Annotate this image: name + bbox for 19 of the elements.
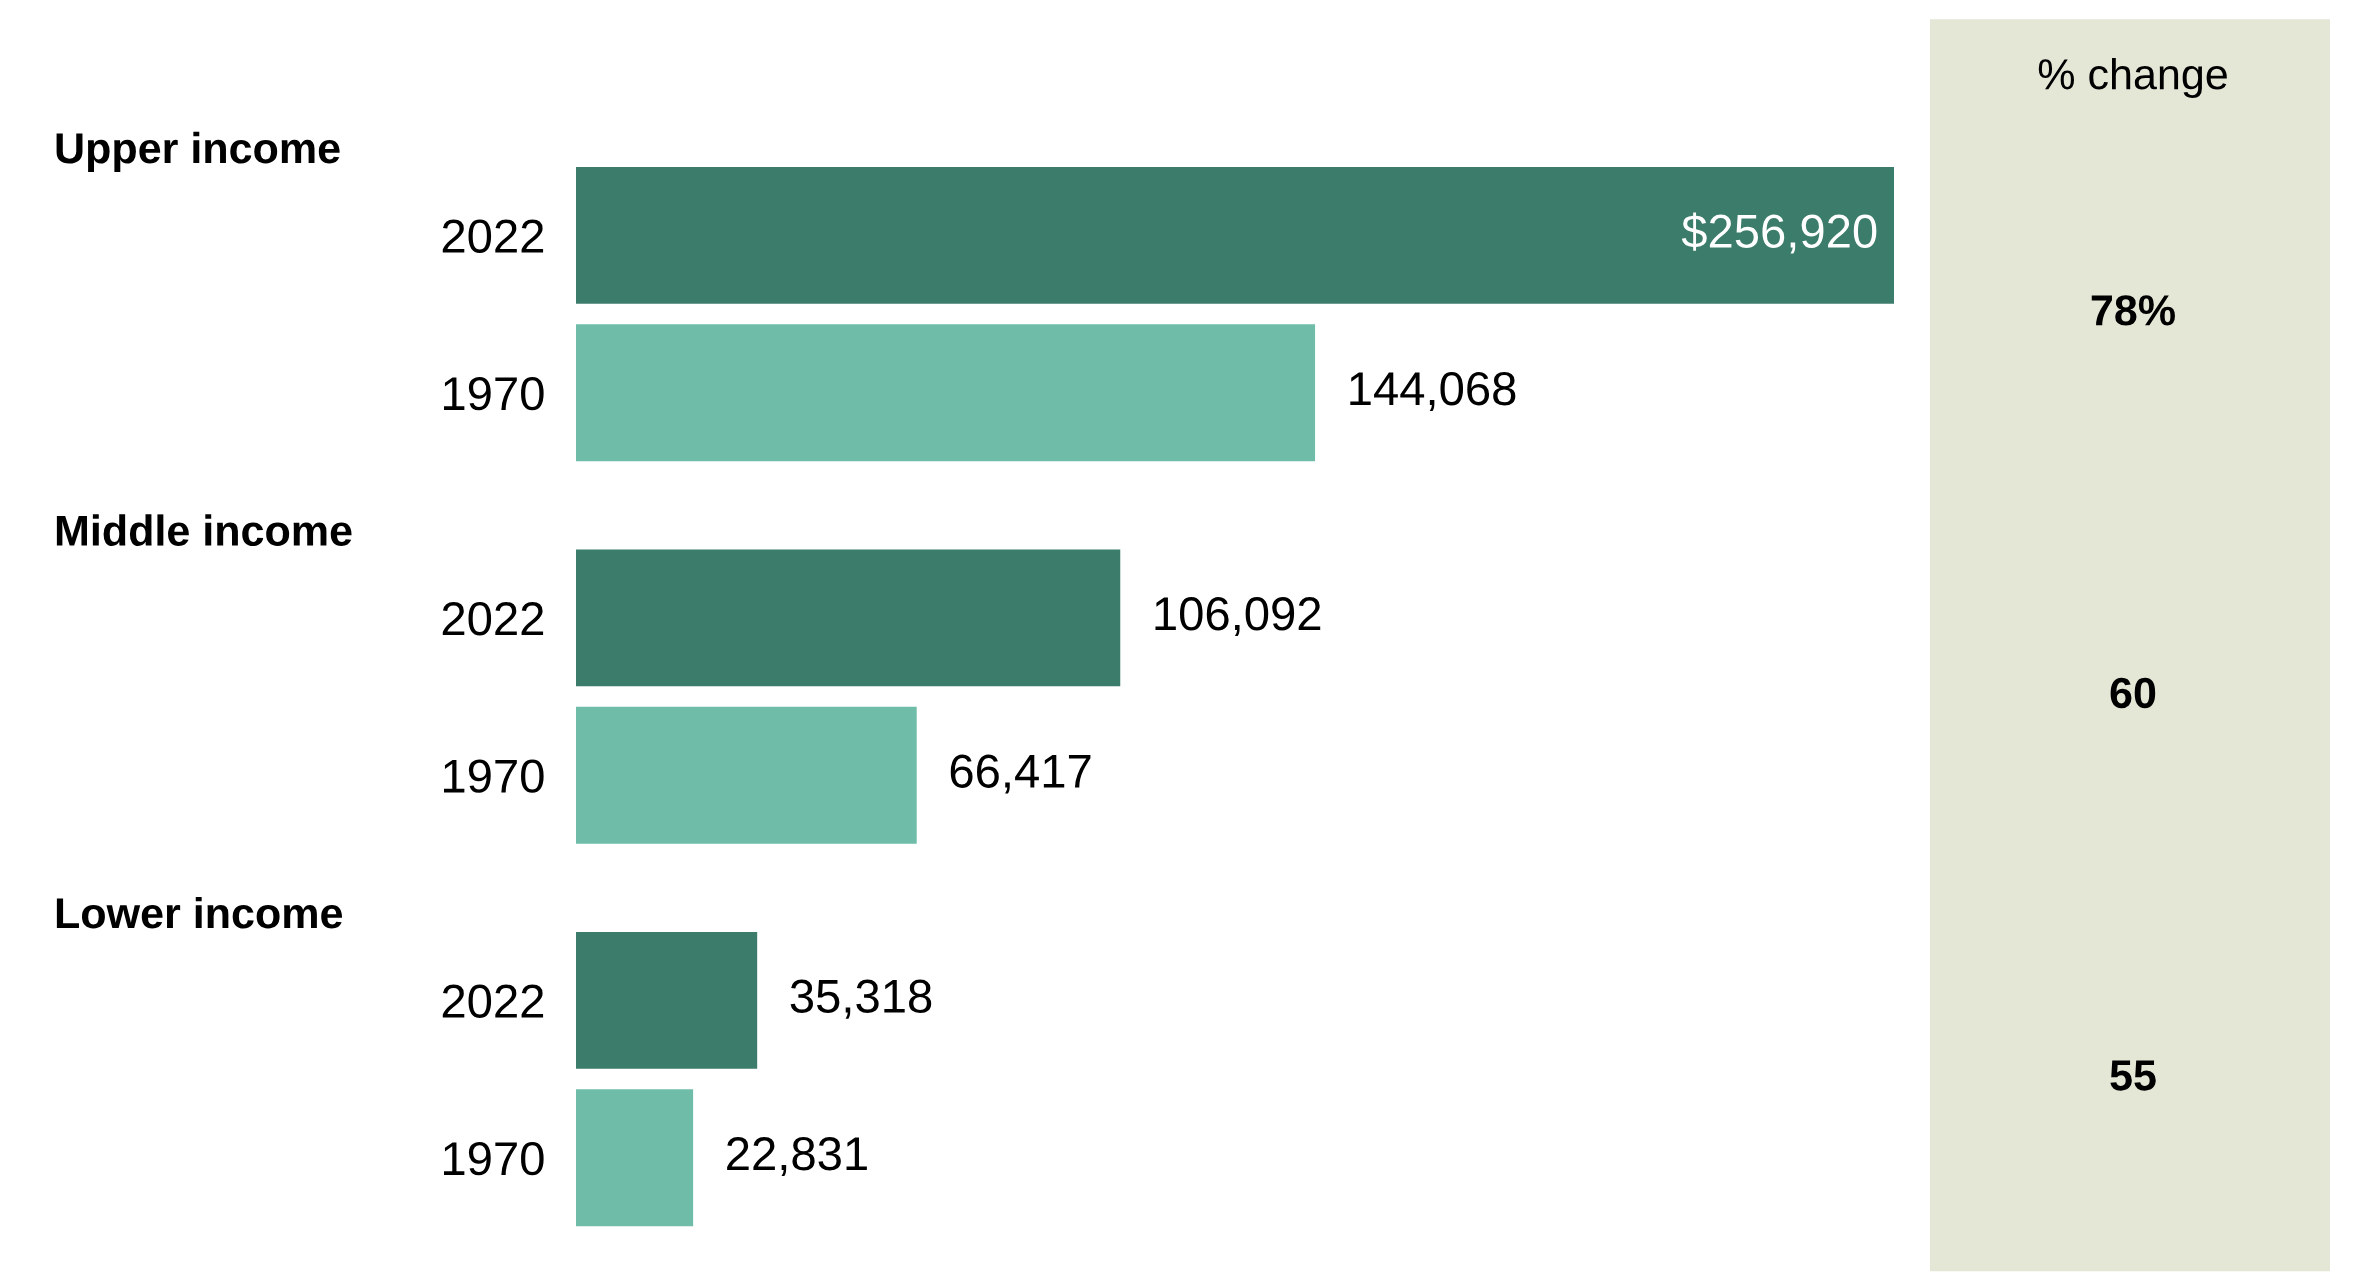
y-tick-label: 1970: [444, 376, 544, 411]
text: 55: [2110, 1060, 2156, 1091]
data-label: 22,831: [727, 1137, 867, 1177]
text: Lower income: [56, 896, 343, 929]
data-label: $256,920: [1681, 212, 1877, 254]
data-label: 144,068: [1350, 372, 1516, 412]
text: 60: [2110, 677, 2156, 709]
data-label: 106,092: [1155, 597, 1321, 637]
data-label: 35,318: [790, 979, 932, 1019]
y-tick-label: 2022: [442, 984, 544, 1018]
y-tick-label: 1970: [444, 759, 544, 793]
text: % change: [2038, 57, 2227, 99]
y-tick-label: 1970: [444, 1141, 544, 1176]
text: 78%: [2091, 295, 2175, 326]
text: Middle income: [56, 514, 352, 546]
y-tick-label: 2022: [442, 219, 544, 253]
text: Upper income: [56, 131, 340, 172]
y-tick-label: 2022: [442, 602, 544, 636]
data-label: 66,417: [950, 754, 1091, 794]
